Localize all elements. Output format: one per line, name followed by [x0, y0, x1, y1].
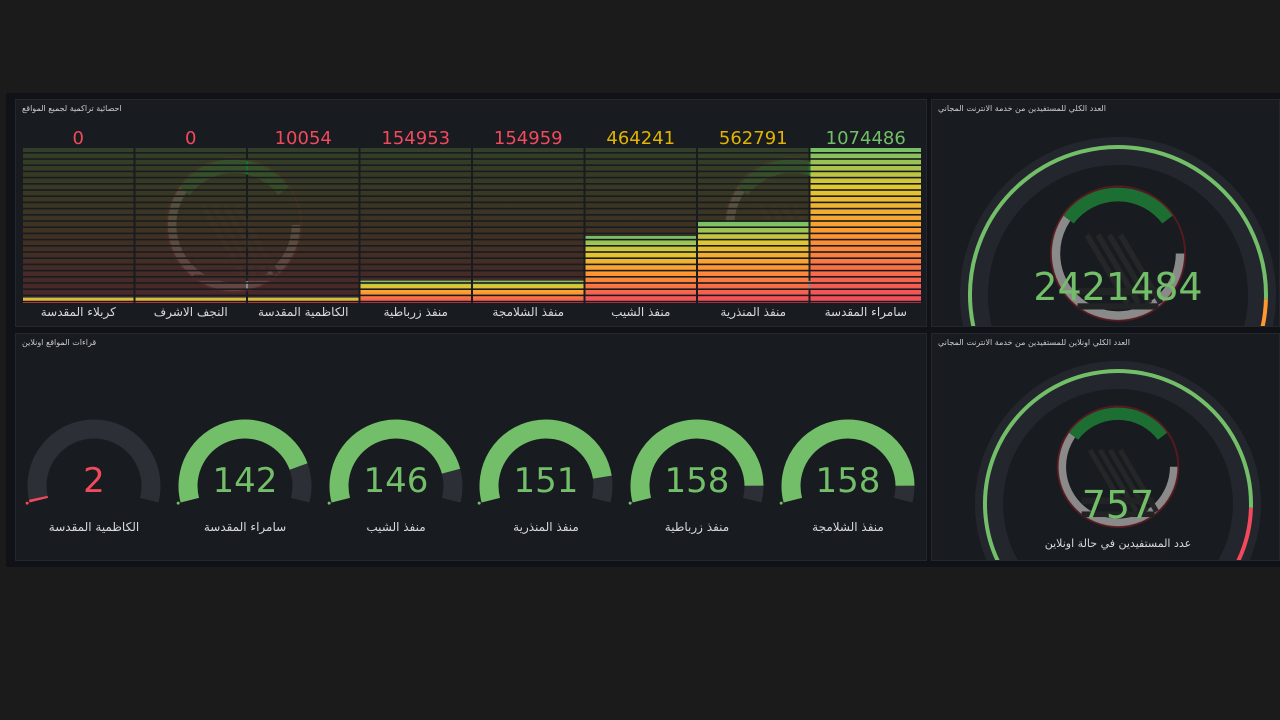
site-gauge-4: 158 منفذ زرباطية — [628, 419, 764, 535]
online-gauge: 757 عدد المستفيدين في حالة اونلاين — [975, 361, 1261, 560]
bar-category-label: منفذ زرباطية — [384, 305, 448, 320]
gauge-label: منفذ المنذرية — [513, 520, 579, 535]
gauge-value: 757 — [1082, 483, 1155, 527]
gauge-track — [960, 137, 1276, 326]
online-beneficiaries-panel: العدد الكلي اونلاين للمستفيدين من خدمة ا… — [931, 333, 1280, 561]
gauge-fill — [178, 419, 308, 503]
bar-fill — [360, 280, 471, 303]
gauge-threshold-marker — [327, 501, 331, 505]
gauge-threshold-orange — [1260, 299, 1268, 326]
bar-value-label: 0 — [185, 128, 196, 149]
gauge-threshold-green — [983, 369, 1253, 560]
emblem-watermark-icon — [1056, 405, 1180, 529]
panel-title: العدد الكلي للمستفيدين من خدمة الانترنت … — [938, 104, 1106, 113]
panel-title: قراءات المواقع اونلاين — [22, 338, 97, 347]
gauge-fill — [630, 419, 764, 503]
site-gauges: 2 الكاظمية المقدسة 142 سامراء المقدسة 146 منف… — [25, 419, 915, 535]
online-sites-panel: قراءات المواقع اونلاين 2 الكاظمية المقدسة… — [15, 333, 927, 561]
gauge-fill — [781, 419, 915, 503]
bar-fill — [248, 297, 359, 303]
gauge-threshold-marker — [25, 501, 29, 505]
total-gauge: 2421484 — [960, 137, 1276, 326]
gauge-label: منفذ الشلامجة — [812, 520, 884, 534]
gauge-value: 2421484 — [1033, 265, 1202, 309]
panel-title: العدد الكلي اونلاين للمستفيدين من خدمة ا… — [938, 338, 1130, 347]
bar-gauge-7: 1074486 سامراء المقدسة — [809, 128, 922, 320]
bar-value-label: 0 — [73, 128, 84, 149]
gauge-caption: عدد المستفيدين في حالة اونلاين — [1045, 537, 1191, 550]
site-gauge-3: 151 منفذ المنذرية — [477, 419, 613, 535]
gauge-fill — [329, 419, 461, 503]
bar-value-label: 154959 — [494, 128, 563, 149]
bar-gauge-0: 0 كربلاء المقدسة — [22, 128, 135, 320]
bar-value-label: 1074486 — [826, 128, 906, 149]
gauge-value: 158 — [816, 461, 881, 501]
gauge-value: 146 — [364, 461, 429, 501]
bar-fill — [473, 280, 584, 303]
gauge-label: الكاظمية المقدسة — [49, 520, 139, 534]
bar-value-label: 154953 — [381, 128, 450, 149]
gauge-value: 142 — [213, 461, 278, 501]
total-beneficiaries-panel: العدد الكلي للمستفيدين من خدمة الانترنت … — [931, 99, 1280, 327]
bar-category-label: منفذ المنذرية — [720, 305, 786, 320]
bar-gauge-1: 0 النجف الاشرف — [134, 128, 247, 320]
site-gauge-5: 158 منفذ الشلامجة — [779, 419, 915, 534]
bar-fill — [23, 297, 134, 303]
site-gauge-1: 142 سامراء المقدسة — [176, 419, 312, 535]
gauge-threshold-marker — [477, 501, 481, 505]
gauge-track — [27, 419, 161, 503]
bar-value-label: 10054 — [275, 128, 332, 149]
gauge-label: سامراء المقدسة — [204, 520, 286, 535]
panel-title: احصائية تراكمية لجميع المواقع — [22, 104, 122, 113]
bar-category-label: النجف الاشرف — [154, 305, 228, 320]
bar-gauge-6: 562791 منفذ المنذرية — [697, 128, 810, 320]
gauge-label: منفذ زرباطية — [665, 520, 729, 535]
gauge-value: 158 — [665, 461, 730, 501]
gauge-threshold-marker — [779, 501, 783, 505]
bar-value-label: 562791 — [719, 128, 788, 149]
gauge-threshold-marker — [628, 501, 632, 505]
bar-gauge-2: 10054 الكاظمية المقدسة — [247, 128, 360, 319]
bar-gauge-chart: 0 كربلاء المقدسة 0 النجف الاشرف 10054 الكاظمي… — [22, 128, 922, 320]
site-gauge-0: 2 الكاظمية المقدسة — [25, 419, 161, 534]
bar-value-label: 464241 — [606, 128, 675, 149]
bar-category-label: سامراء المقدسة — [825, 305, 907, 320]
bar-fill — [135, 297, 246, 303]
site-gauge-2: 146 منفذ الشيب — [327, 419, 463, 534]
bar-category-label: كربلاء المقدسة — [41, 305, 116, 320]
bar-gauge-5: 464241 منفذ الشيب — [584, 128, 697, 319]
cumulative-stats-panel: احصائية تراكمية لجميع المواقع 0 كربلاء ال… — [15, 99, 927, 327]
bar-gauge-4: 154959 منفذ الشلامجة — [472, 128, 585, 319]
gauge-fill — [28, 495, 49, 503]
gauge-threshold-green — [968, 145, 1268, 326]
bar-gauge-3: 154953 منفذ زرباطية — [359, 128, 472, 320]
bar-category-label: منفذ الشيب — [611, 305, 670, 319]
bar-fill — [585, 236, 696, 303]
gauge-value: 2 — [83, 461, 105, 501]
gauge-threshold-marker — [176, 501, 180, 505]
emblem-watermark-icon — [1049, 185, 1187, 322]
gauge-track — [975, 361, 1261, 560]
gauge-value: 151 — [514, 461, 579, 501]
bar-category-label: منفذ الشلامجة — [492, 305, 564, 319]
gauge-threshold-red — [1236, 507, 1253, 560]
bar-category-label: الكاظمية المقدسة — [258, 305, 348, 319]
gauge-fill — [479, 419, 612, 503]
gauge-label: منفذ الشيب — [366, 520, 425, 534]
